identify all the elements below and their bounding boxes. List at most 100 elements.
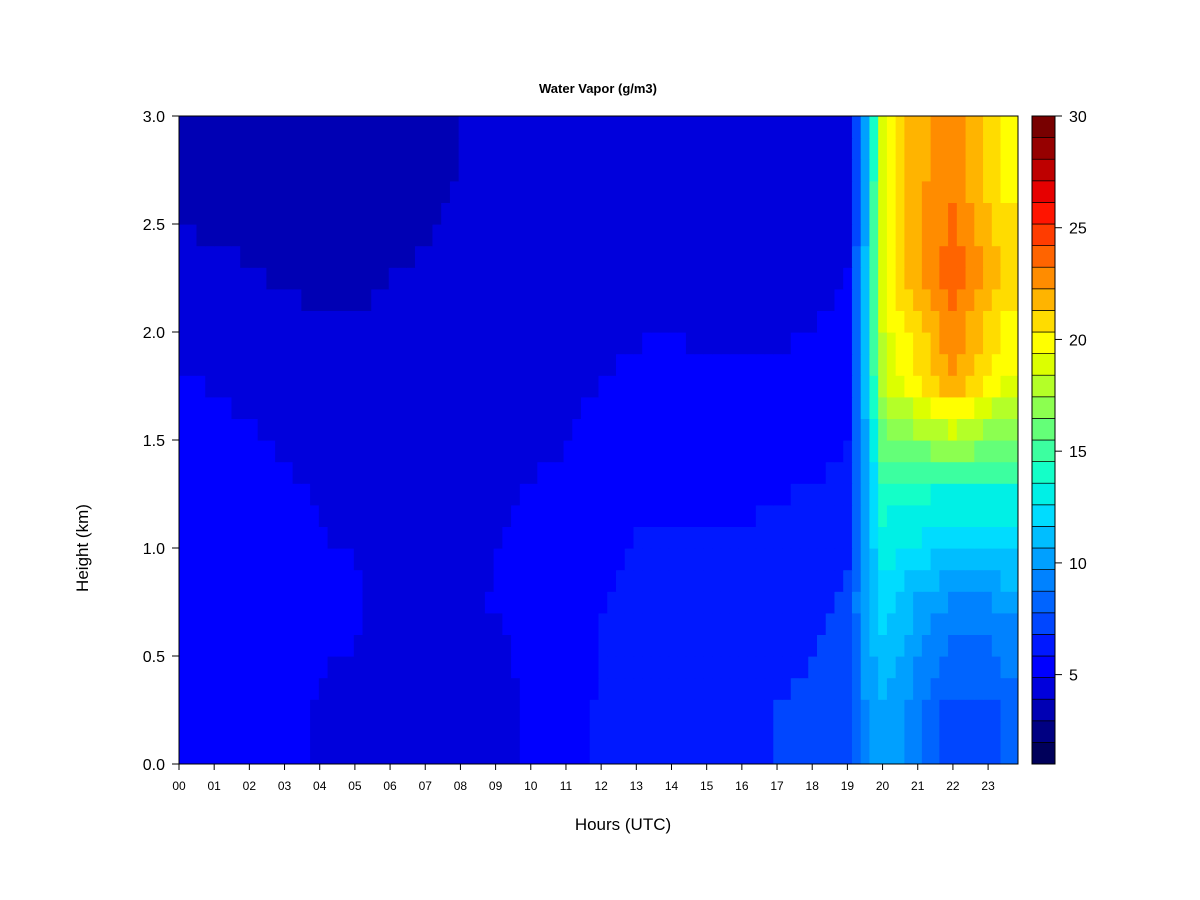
heat-cell — [843, 634, 853, 657]
heat-cell — [458, 742, 469, 764]
heat-cell — [685, 720, 696, 743]
heat-cell — [528, 267, 538, 290]
heat-cell — [511, 526, 521, 549]
heat-cell — [283, 569, 294, 592]
heat-cell — [956, 720, 967, 743]
heat-cell — [764, 396, 774, 419]
heat-cell — [816, 569, 827, 592]
heat-cell — [869, 310, 879, 333]
colorbar-swatch — [1031, 742, 1056, 765]
heat-cell — [458, 332, 469, 355]
heat-cell — [948, 742, 958, 764]
heat-cell — [983, 699, 993, 722]
heat-cell — [283, 742, 294, 764]
heat-cell — [659, 461, 670, 484]
y-tick-label: 2.5 — [143, 217, 165, 234]
heat-cell — [205, 396, 215, 419]
heat-cell — [336, 353, 346, 376]
heat-cell — [790, 656, 801, 679]
heat-cell — [878, 159, 888, 182]
heat-cell — [432, 332, 442, 355]
heat-cell — [554, 591, 565, 614]
heat-cell — [983, 310, 993, 333]
heat-cell — [240, 699, 250, 722]
heat-cell — [414, 612, 425, 635]
heat-cell — [834, 526, 844, 549]
heat-cell — [502, 569, 512, 592]
heat-cell — [991, 375, 1002, 398]
heat-cell — [843, 332, 853, 355]
heat-cell — [187, 742, 198, 764]
heat-cell — [991, 245, 1002, 268]
heat-cell — [283, 677, 294, 700]
heat-cell — [983, 461, 993, 484]
heat-cell — [179, 310, 189, 333]
heat-cell — [248, 267, 259, 290]
heat-cell — [956, 461, 967, 484]
heat-cell — [712, 116, 722, 139]
heat-cell — [991, 396, 1002, 419]
heat-cell — [546, 245, 556, 268]
heat-cell — [380, 418, 390, 441]
heat-cell — [948, 699, 958, 722]
heat-cell — [747, 591, 757, 614]
heat-cell — [388, 699, 399, 722]
heat-cell — [633, 634, 643, 657]
heat-cell — [694, 548, 704, 571]
heat-cell — [738, 634, 748, 657]
heat-cell — [292, 202, 302, 225]
heat-cell — [572, 159, 582, 182]
heat-cell — [240, 310, 250, 333]
heat-cell — [694, 677, 704, 700]
heat-cell — [878, 461, 888, 484]
heat-cell — [283, 375, 294, 398]
heat-cell — [380, 483, 390, 506]
heat-cell — [467, 396, 477, 419]
heat-cell — [397, 332, 407, 355]
heat-cell — [939, 591, 949, 614]
heat-cell — [336, 418, 346, 441]
heat-cell — [581, 332, 591, 355]
heat-cell — [747, 245, 757, 268]
heat-cell — [790, 504, 801, 527]
heat-cell — [441, 548, 451, 571]
heat-cell — [336, 526, 346, 549]
heat-cell — [275, 742, 285, 764]
heat-cell — [816, 699, 827, 722]
heat-cell — [633, 310, 643, 333]
heat-cell — [345, 137, 355, 160]
heat-cell — [528, 116, 538, 139]
heat-cell — [353, 440, 364, 463]
heat-cell — [720, 353, 731, 376]
heat-cell — [764, 245, 774, 268]
heat-cell — [860, 634, 871, 657]
heat-cell — [843, 224, 853, 247]
heat-cell — [729, 483, 739, 506]
heat-cell — [493, 396, 503, 419]
heat-cell — [1000, 245, 1010, 268]
heat-cell — [773, 699, 783, 722]
heat-cell — [694, 159, 704, 182]
heat-cell — [318, 483, 329, 506]
heat-cell — [546, 461, 556, 484]
heat-cell — [502, 720, 512, 743]
heat-cell — [720, 569, 731, 592]
colorbar-swatch — [1031, 158, 1056, 182]
heat-cell — [703, 656, 713, 679]
heat-cell — [441, 137, 451, 160]
heat-cell — [292, 504, 302, 527]
heat-cell — [790, 159, 801, 182]
heat-cell — [650, 332, 661, 355]
heat-cell — [1000, 202, 1010, 225]
heat-cell — [668, 267, 678, 290]
heat-cell — [380, 461, 390, 484]
heat-cell — [362, 656, 372, 679]
heat-cell — [738, 483, 748, 506]
heat-cell — [633, 742, 643, 764]
heat-cell — [537, 353, 547, 376]
heat-cell — [615, 224, 626, 247]
heat-cell — [895, 612, 905, 635]
heat-cell — [755, 418, 766, 441]
heat-cell — [816, 418, 827, 441]
heat-cell — [589, 180, 600, 203]
